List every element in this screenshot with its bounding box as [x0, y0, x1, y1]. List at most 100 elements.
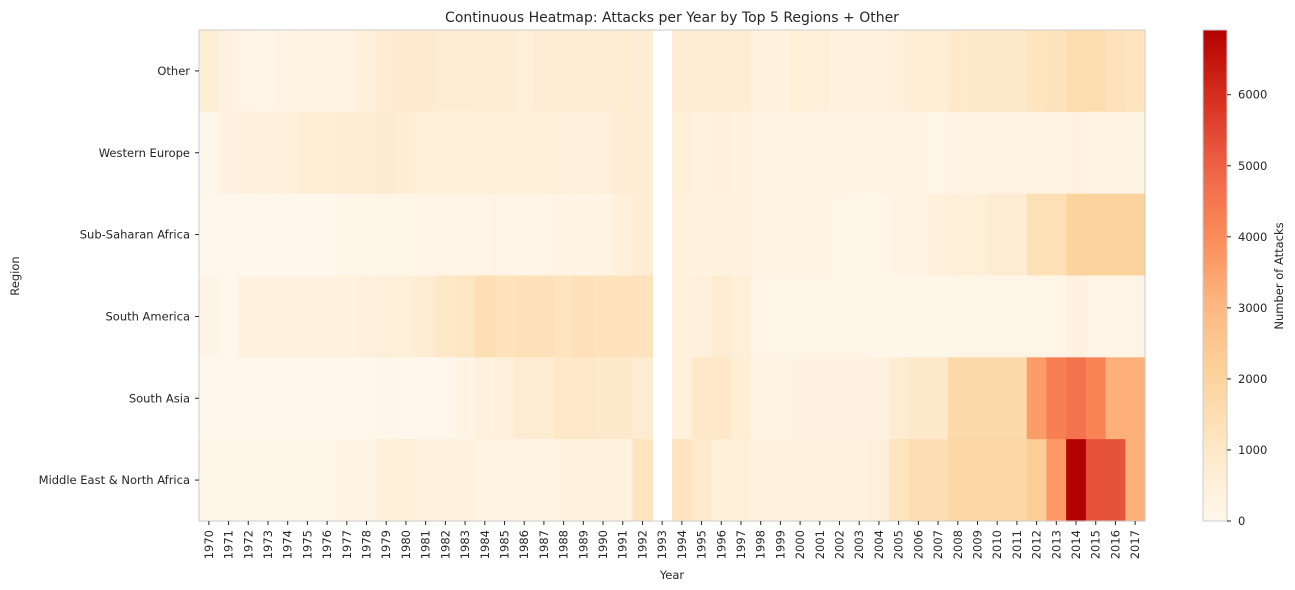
heatmap-cell	[632, 111, 653, 195]
heatmap-cell	[1026, 111, 1048, 195]
heatmap-cell	[888, 357, 910, 440]
heatmap-cell	[593, 439, 614, 522]
heatmap-cell	[356, 30, 377, 113]
heatmap-cell	[829, 357, 850, 440]
heatmap-cell	[967, 439, 988, 522]
heatmap-cell	[455, 111, 476, 195]
colorbar-tick-label: 5000	[1238, 159, 1267, 173]
heatmap-cell	[336, 357, 358, 440]
year-tick-label: 2013	[1049, 530, 1063, 559]
heatmap-cell	[455, 30, 476, 113]
heatmap-cell	[514, 111, 535, 195]
heatmap-cell	[435, 193, 456, 277]
heatmap-cell	[553, 275, 575, 358]
year-tick-label: 1987	[537, 530, 551, 559]
heatmap-cell	[277, 193, 299, 277]
heatmap-cell	[672, 193, 693, 277]
heatmap-cell	[612, 193, 634, 277]
heatmap-cell	[455, 357, 476, 440]
heatmap-cell	[356, 111, 377, 195]
heatmap-cell	[1066, 111, 1087, 195]
year-tick-label: 1999	[773, 530, 787, 559]
heatmap-cell	[612, 357, 634, 440]
heatmap-cell	[277, 30, 299, 113]
heatmap-cell	[317, 439, 338, 522]
heatmap-cell	[553, 193, 575, 277]
heatmap-cell	[672, 30, 693, 113]
heatmap-cell	[790, 30, 811, 113]
heatmap-cell	[770, 111, 791, 195]
heatmap-cell	[317, 357, 338, 440]
year-tick-label: 2002	[833, 530, 847, 559]
heatmap-cell	[218, 30, 240, 113]
year-tick-label: 1976	[320, 530, 334, 559]
heatmap-cell	[908, 357, 929, 440]
heatmap-cell	[356, 193, 377, 277]
heatmap-cell	[790, 439, 811, 522]
heatmap-cell	[888, 439, 910, 522]
heatmap-cell	[1085, 111, 1107, 195]
heatmap-cell	[632, 357, 653, 440]
year-tick-label: 2014	[1069, 530, 1083, 559]
heatmap-cell	[494, 30, 515, 113]
heatmap-cell	[376, 193, 397, 277]
heatmap-cell	[474, 439, 496, 522]
heatmap-cell	[770, 193, 791, 277]
heatmap-cell	[258, 439, 279, 522]
heatmap-cell	[809, 357, 831, 440]
year-tick-label: 1984	[478, 530, 492, 559]
colorbar-ticks: 0 1000 2000 3000 4000 5000 6000	[1227, 88, 1267, 528]
heatmap-cell	[908, 193, 929, 277]
heatmap-cell	[987, 30, 1008, 113]
heatmap-cell	[199, 193, 220, 277]
heatmap-cell	[928, 357, 949, 440]
heatmap-cell	[415, 193, 437, 277]
heatmap-cell	[790, 111, 811, 195]
heatmap-cell	[534, 439, 555, 522]
heatmap-cell	[731, 357, 752, 440]
heatmap-cell	[199, 30, 220, 113]
heatmap-cell	[888, 111, 910, 195]
heatmap-cell	[277, 275, 299, 358]
heatmap-cell	[987, 439, 1008, 522]
heatmap-cell	[632, 275, 653, 358]
heatmap-cell	[553, 111, 575, 195]
heatmap-cell	[514, 275, 535, 358]
heatmap-cell	[277, 357, 299, 440]
heatmap-cell	[336, 439, 358, 522]
heatmap-cell	[928, 275, 949, 358]
heatmap-cell	[534, 275, 555, 358]
heatmap-cell	[1105, 275, 1126, 358]
heatmap-cell	[415, 439, 437, 522]
heatmap-cell	[593, 193, 614, 277]
heatmap-cell	[435, 275, 456, 358]
heatmap-cell	[258, 111, 279, 195]
heatmap-cell	[869, 30, 890, 113]
heatmap-cell	[238, 357, 259, 440]
heatmap-cell	[908, 439, 929, 522]
heatmap-cell	[1125, 439, 1146, 522]
heatmap-cell	[731, 439, 752, 522]
y-axis-label: Region	[8, 256, 22, 295]
heatmap-cell	[199, 111, 220, 195]
heatmap-cell	[474, 30, 496, 113]
colorbar-tick-label: 3000	[1238, 301, 1267, 315]
heatmap-cell	[928, 439, 949, 522]
heatmap-cell	[514, 357, 535, 440]
heatmap-cell	[573, 30, 594, 113]
heatmap-cell	[474, 111, 496, 195]
heatmap-cell	[770, 357, 791, 440]
year-tick-label: 2016	[1108, 530, 1122, 559]
heatmap-cell	[218, 193, 240, 277]
year-tick-label: 1997	[734, 530, 748, 559]
heatmap-cell	[967, 193, 988, 277]
heatmap-cell	[612, 111, 634, 195]
region-tick-label: Middle East & North Africa	[39, 473, 190, 487]
year-tick-label: 1986	[517, 530, 531, 559]
heatmap-cell	[672, 357, 693, 440]
heatmap-cell	[829, 439, 850, 522]
heatmap-cell	[967, 275, 988, 358]
year-tick-label: 1980	[399, 530, 413, 559]
heatmap-cell	[947, 439, 969, 522]
heatmap-cell	[672, 439, 693, 522]
